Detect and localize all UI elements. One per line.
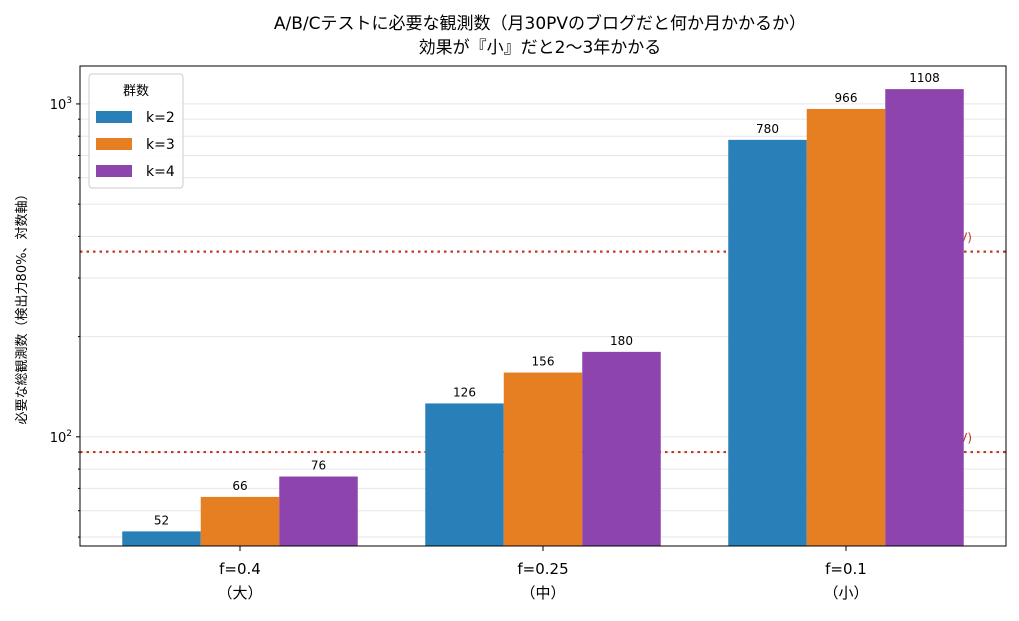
legend: 群数 k=2 k=3 k=4 [88, 73, 184, 189]
bar-value-label: 966 [835, 91, 858, 105]
bar-value-label: 52 [154, 513, 169, 527]
legend-swatch [96, 111, 132, 123]
x-tick-sublabel: （小） [823, 584, 868, 602]
legend-entry-label: k=3 [146, 137, 175, 153]
x-tick-label: f=0.1 [825, 560, 867, 578]
y-axis-label: 必要な総観測数（検出力80%、対数軸） [15, 188, 30, 425]
bar [806, 108, 886, 546]
x-tick-label: f=0.25 [517, 560, 568, 578]
bar-value-label: 66 [232, 479, 247, 493]
legend-entry-label: k=2 [146, 110, 175, 126]
y-tick-exponent: 2 [66, 429, 72, 439]
bar [279, 476, 358, 546]
x-tick-sublabel: （中） [520, 584, 565, 602]
bar [728, 139, 807, 547]
bar [425, 403, 504, 546]
bar-value-label: 76 [311, 459, 326, 473]
chart-subtitle: 効果が『小』だと2〜3年かかる [419, 38, 662, 58]
bar [582, 351, 661, 546]
legend-swatch [96, 138, 132, 150]
bar [885, 89, 964, 546]
y-tick-label: 103 [50, 96, 72, 113]
bars [122, 89, 964, 547]
y-tick-base: 10 [50, 98, 67, 113]
y-tick-label: 102 [50, 429, 72, 446]
bar-labels: 52 126 780 66 156 966 76 180 1108 [154, 71, 940, 527]
bar-value-label: 156 [532, 355, 555, 369]
legend-swatch [96, 165, 132, 177]
y-tick-exponent: 3 [66, 96, 72, 106]
x-tick-sublabel: （大） [217, 584, 262, 602]
y-tick-base: 10 [50, 431, 67, 446]
bar-value-label: 780 [756, 122, 779, 136]
bar [200, 496, 280, 546]
bar [122, 531, 201, 546]
bar [503, 372, 583, 546]
bar-value-label: 126 [453, 385, 476, 399]
chart-title: A/B/Cテストに必要な観測数（月30PVのブログだと何か月かかるか） [274, 13, 806, 34]
legend-title: 群数 [123, 84, 149, 99]
legend-box [88, 73, 184, 189]
bar-value-label: 180 [610, 334, 633, 348]
legend-entry-label: k=4 [146, 164, 175, 180]
bar-value-label: 1108 [909, 71, 940, 85]
x-tick-label: f=0.4 [219, 560, 261, 578]
